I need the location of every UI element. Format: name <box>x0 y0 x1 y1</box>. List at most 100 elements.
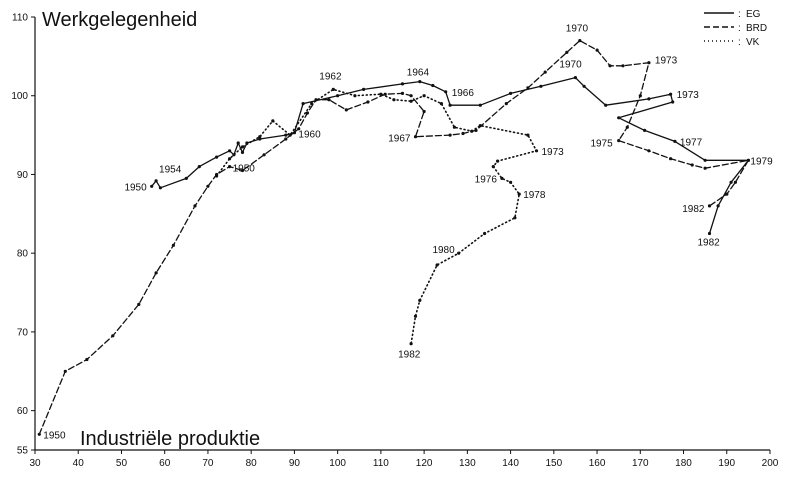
data-point-eg <box>431 83 435 88</box>
data-point-eg <box>509 91 513 95</box>
data-point-brd <box>37 432 41 436</box>
data-point-eg <box>703 158 707 162</box>
x-tick-label: 80 <box>246 458 258 469</box>
data-point-brd <box>703 166 707 170</box>
x-tick-label: 150 <box>545 458 562 469</box>
legend-label-brd: BRD <box>746 23 767 34</box>
data-point-eg <box>604 103 608 107</box>
data-point-brd <box>63 369 67 373</box>
data-point-brd <box>707 204 712 208</box>
data-point-brd <box>625 125 629 129</box>
data-point-vk <box>470 129 474 133</box>
data-point-brd <box>647 61 651 65</box>
legend: EG : BRD : VK : <box>704 9 767 48</box>
legend-colon-vk: : <box>738 37 741 48</box>
data-point-brd <box>448 133 452 137</box>
year-label: 1976 <box>475 174 498 185</box>
year-label: 1954 <box>159 164 182 175</box>
data-point-eg <box>729 180 733 184</box>
y-tick-label: 70 <box>17 327 29 338</box>
x-tick-label: 170 <box>632 458 649 469</box>
data-point-brd <box>240 168 245 173</box>
tick-labels: 30 40 50 60 70 80 90 100 110 120 130 140 150 160 170 18… <box>11 13 778 470</box>
annotation-layer: 1950 1954 1950 1960 1962 1964 1966 1967 1970 1970… <box>43 24 773 442</box>
data-point-eg <box>400 82 405 86</box>
data-point-brd <box>193 204 197 208</box>
data-point-eg <box>617 116 621 120</box>
x-tick-label: 40 <box>73 458 85 469</box>
data-point-eg <box>539 84 543 88</box>
year-label: 1973 <box>542 147 565 158</box>
data-point-eg <box>158 186 162 190</box>
year-label: 1962 <box>319 71 342 82</box>
data-point-brd <box>297 127 301 131</box>
y-tick-label: 60 <box>17 406 29 417</box>
year-label: 1978 <box>523 190 546 201</box>
data-point-eg <box>240 150 245 154</box>
x-tick-label: 180 <box>675 458 692 469</box>
data-point-brd <box>526 86 530 90</box>
x-tick-label: 200 <box>762 458 779 469</box>
data-point-brd <box>111 334 115 338</box>
data-point-brd <box>171 243 175 247</box>
data-point-vk <box>413 314 418 318</box>
data-point-eg <box>643 128 647 132</box>
x-tick-label: 140 <box>502 458 519 469</box>
data-point-eg <box>582 84 586 88</box>
year-label: 1966 <box>452 88 475 99</box>
x-tick-label: 50 <box>116 458 128 469</box>
year-label: 1973 <box>677 90 700 101</box>
data-point-eg <box>197 165 201 169</box>
data-point-eg <box>716 204 720 208</box>
year-label: 1950 <box>233 164 256 175</box>
data-point-vk <box>457 251 461 255</box>
year-label: 1973 <box>655 56 678 67</box>
legend-label-vk: VK <box>746 37 760 48</box>
x-tick-label: 30 <box>29 458 41 469</box>
data-point-vk <box>478 124 482 128</box>
data-point-eg <box>236 141 240 145</box>
data-point-eg <box>673 139 677 143</box>
x-tick-label: 160 <box>589 458 606 469</box>
data-point-brd <box>305 111 309 115</box>
x-tick-label: 100 <box>329 458 346 469</box>
data-point-brd <box>154 271 158 275</box>
y-tick-label: 55 <box>17 446 29 457</box>
year-label: 1950 <box>43 430 66 441</box>
data-point-brd <box>504 102 508 106</box>
x-tick-label: 70 <box>202 458 214 469</box>
data-point-brd <box>461 131 465 136</box>
series-brd <box>37 39 751 436</box>
data-point-brd <box>690 163 694 167</box>
data-point-brd <box>647 149 651 153</box>
data-point-vk <box>422 94 426 98</box>
data-point-brd <box>228 165 232 169</box>
data-point-vk <box>500 176 504 180</box>
data-point-vk <box>452 125 456 129</box>
x-tick-label: 60 <box>159 458 171 469</box>
data-point-eg <box>478 103 482 107</box>
data-point-brd <box>595 48 599 52</box>
data-point-vk <box>526 133 530 137</box>
data-point-vk <box>435 263 439 267</box>
data-point-vk <box>509 180 513 184</box>
data-point-vk <box>491 165 495 169</box>
data-point-brd <box>137 302 141 306</box>
data-point-brd <box>608 64 612 68</box>
data-point-vk <box>409 342 413 346</box>
data-point-brd <box>344 108 348 112</box>
data-point-brd <box>638 94 642 98</box>
data-point-brd <box>621 64 625 68</box>
data-point-brd <box>413 135 418 139</box>
data-point-eg <box>669 92 673 96</box>
data-point-eg <box>444 90 448 94</box>
year-label: 1982 <box>682 204 705 215</box>
year-label: 1960 <box>298 130 321 141</box>
y-tick-label: 80 <box>17 249 29 260</box>
year-label: 1975 <box>590 139 613 150</box>
data-point-brd <box>578 39 582 43</box>
data-point-brd <box>543 70 547 74</box>
axes <box>34 17 770 451</box>
y-tick-label: 110 <box>12 13 28 24</box>
series-vk <box>215 87 539 346</box>
